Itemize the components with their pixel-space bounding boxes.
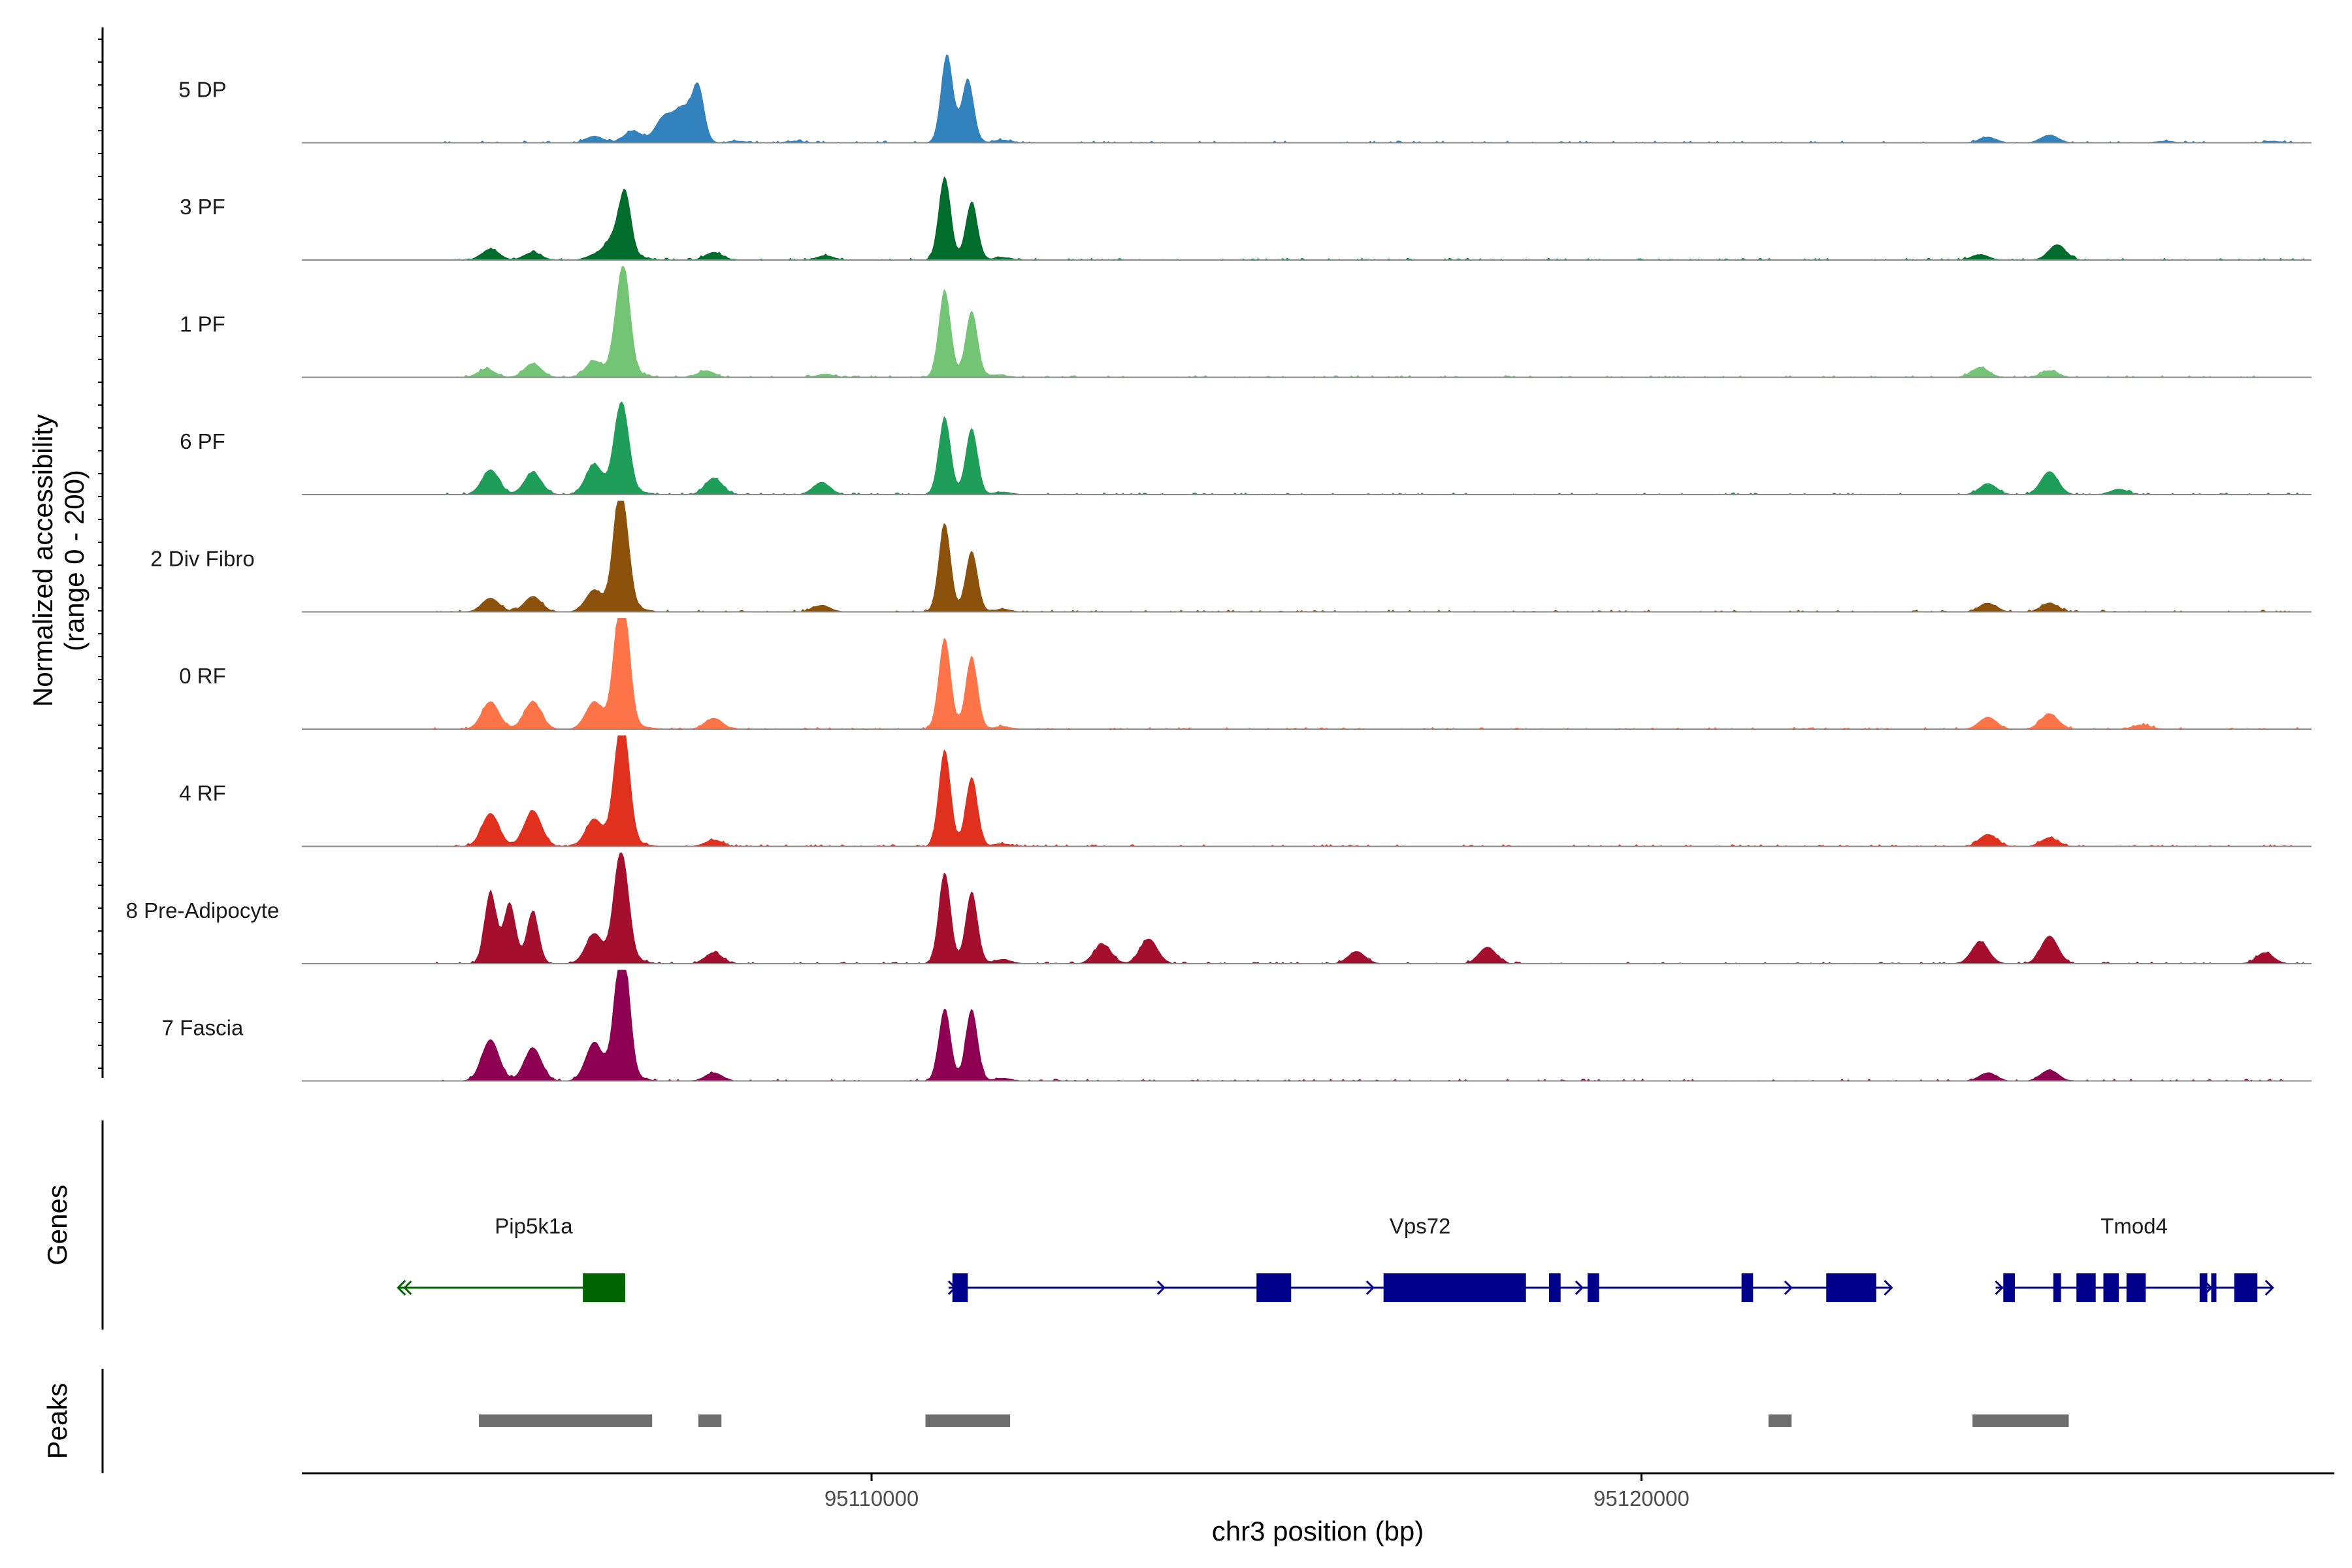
x-axis-ticks: 95110000 95120000 xyxy=(825,1473,1690,1511)
coverage-track-label: 7 Fascia xyxy=(162,1016,244,1040)
coverage-track-label: 3 PF xyxy=(180,195,225,219)
coverage-track: 5 DP xyxy=(178,54,2311,144)
gene-strand-arrow xyxy=(403,1280,412,1296)
gene-strand-arrow xyxy=(1156,1280,1166,1296)
gene-exon xyxy=(2234,1273,2258,1302)
coverage-track-label: 6 PF xyxy=(180,429,225,453)
gene-exon xyxy=(2199,1273,2208,1302)
coverage-track: 7 Fascia xyxy=(162,970,2311,1082)
y-axis: Normalized accessibility (range 0 - 200) xyxy=(27,27,104,1078)
gene-strand-arrow xyxy=(397,1279,406,1296)
x-axis: 95110000 95120000 chr3 position (bp) xyxy=(302,1472,2334,1546)
y-axis-title: Normalized accessibility xyxy=(27,414,58,707)
coverage-track-label: 1 PF xyxy=(180,312,225,336)
gene-strand-arrow xyxy=(1365,1280,1375,1296)
gene-model: Pip5k1a xyxy=(397,1214,625,1302)
gene-exon xyxy=(2211,1273,2217,1302)
coverage-area xyxy=(433,853,2304,964)
peaks-panel-title: Peaks xyxy=(42,1383,73,1460)
gene-exon xyxy=(2053,1273,2061,1302)
gene-model: Tmod4 xyxy=(1995,1214,2274,1302)
coverage-tracks: 5 DP 3 PF 1 PF 6 PF 2 Div Fibro 0 RF 4 RF 8 Pre… xyxy=(126,54,2311,1082)
coverage-area xyxy=(433,401,2304,495)
coverage-track-label: 2 Div Fibro xyxy=(150,547,255,571)
coverage-track: 3 PF xyxy=(180,176,2311,261)
coverage-area xyxy=(433,176,2304,260)
gene-strand-arrow xyxy=(2264,1279,2274,1296)
gene-exon xyxy=(952,1273,968,1302)
peak-bar xyxy=(1972,1414,2069,1427)
gene-exon xyxy=(2076,1273,2096,1302)
gene-name-label: Pip5k1a xyxy=(495,1214,573,1238)
coverage-track-label: 4 RF xyxy=(179,781,226,806)
coverage-track-label: 8 Pre-Adipocyte xyxy=(126,898,280,923)
x-axis-title: chr3 position (bp) xyxy=(1212,1516,1424,1546)
gene-strand-arrow xyxy=(1784,1280,1793,1296)
gene-models: Pip5k1a Vps72 Tmod4 xyxy=(397,1214,2274,1302)
gene-exon xyxy=(2103,1273,2119,1302)
coverage-area xyxy=(433,735,2304,847)
gene-strand-arrow xyxy=(1995,1280,2004,1296)
coverage-track: 1 PF xyxy=(180,266,2311,378)
coverage-track: 4 RF xyxy=(179,735,2311,847)
y-axis-minor-ticks xyxy=(98,39,103,1069)
genes-panel-title: Genes xyxy=(42,1184,73,1266)
peak-bar xyxy=(1768,1414,1792,1427)
coverage-area xyxy=(433,266,2304,378)
coverage-track-label: 5 DP xyxy=(178,78,226,102)
gene-strand-arrow xyxy=(1575,1280,1584,1296)
gene-exon xyxy=(2003,1273,2015,1302)
gene-exon xyxy=(1587,1273,1599,1302)
gene-model: Vps72 xyxy=(947,1214,1893,1302)
coverage-track: 0 RF xyxy=(179,618,2311,730)
peak-bar xyxy=(698,1414,722,1427)
peaks-panel: Peaks xyxy=(42,1369,2069,1473)
peak-bar xyxy=(925,1414,1011,1427)
x-axis-tick-label: 95120000 xyxy=(1593,1486,1690,1511)
genes-panel: Genes Pip5k1a Vps72 Tmod4 xyxy=(42,1120,2274,1330)
coverage-area xyxy=(433,970,2304,1081)
coverage-track-label: 0 RF xyxy=(179,664,226,688)
coverage-area xyxy=(433,500,2304,612)
gene-strand-arrow xyxy=(1884,1279,1893,1296)
gene-name-label: Vps72 xyxy=(1390,1214,1451,1238)
coverage-track: 2 Div Fibro xyxy=(150,500,2311,613)
gene-exon xyxy=(1826,1273,1876,1302)
gene-name-label: Tmod4 xyxy=(2100,1214,2168,1238)
gene-exon xyxy=(1383,1273,1526,1302)
gene-exon xyxy=(1741,1273,1754,1302)
x-axis-tick-label: 95110000 xyxy=(825,1486,919,1511)
gene-exon xyxy=(1256,1273,1292,1302)
coverage-track: 6 PF xyxy=(180,401,2311,495)
gene-exon xyxy=(2126,1273,2146,1302)
coverage-area xyxy=(433,618,2304,729)
y-axis-range-label: (range 0 - 200) xyxy=(59,470,90,651)
gene-exon xyxy=(1549,1273,1561,1302)
peak-bar xyxy=(479,1414,653,1427)
coverage-track: 8 Pre-Adipocyte xyxy=(126,853,2311,964)
peak-bars xyxy=(479,1414,2069,1427)
gene-exon xyxy=(583,1273,625,1302)
